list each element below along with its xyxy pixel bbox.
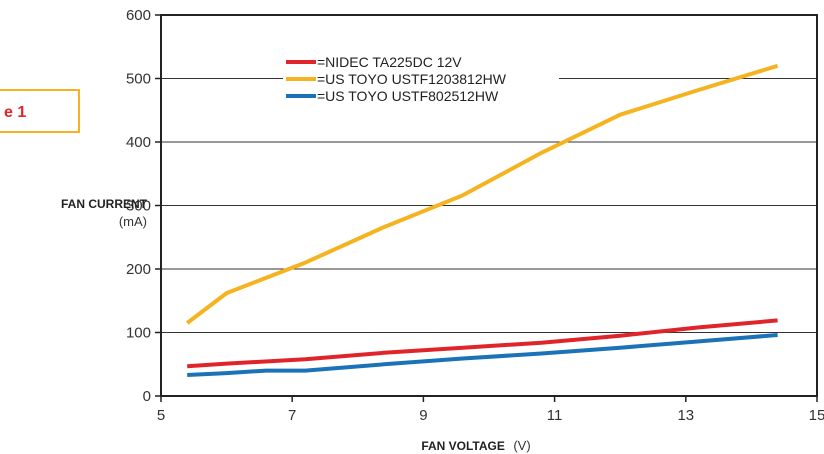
x-tick-label: 11 [547,407,563,424]
x-axis-title-group: FAN VOLTAGE (V) [421,437,530,454]
legend-label: =US TOYO USTF1203812HW [317,71,507,87]
y-tick-label: 600 [126,7,151,24]
x-tick-label: 15 [809,407,824,424]
series-layer [185,63,779,377]
figure-label: e 1 [4,104,26,121]
figure-label-box: e 1 [0,89,80,133]
x-tick-label: 5 [157,407,165,424]
legend-label: =US TOYO USTF802512HW [317,88,499,104]
y-tick-label: 300 [126,198,151,215]
legend: =NIDEC TA225DC 12V=US TOYO USTF1203812HW… [283,49,559,109]
x-axis-title: FAN VOLTAGE [421,439,505,453]
y-tick-label: 400 [126,134,151,151]
y-axis-title: FAN CURRENT [61,197,148,211]
x-tick-label: 7 [288,407,296,424]
x-tick-label: 9 [419,407,427,424]
figure-label-frame [0,89,80,133]
x-tick-label: 13 [677,407,694,424]
grid-lines [161,78,817,333]
series-line-2 [185,63,779,325]
y-tick-label: 0 [143,388,151,405]
plot-frame [160,14,818,397]
legend-background [283,49,559,109]
y-tick-label: 100 [126,325,151,342]
y-tick-label: 200 [126,261,151,278]
series-line-3 [187,333,778,377]
tick-labels: 0 100 200 300 400 500 600 5 7 9 11 13 15 [126,7,824,424]
x-axis-unit: (V) [513,438,530,453]
legend-label: =NIDEC TA225DC 12V [317,54,462,70]
y-tick-label: 500 [126,71,151,88]
y-axis-unit: (mA) [119,214,147,229]
series-line-1 [187,318,778,369]
